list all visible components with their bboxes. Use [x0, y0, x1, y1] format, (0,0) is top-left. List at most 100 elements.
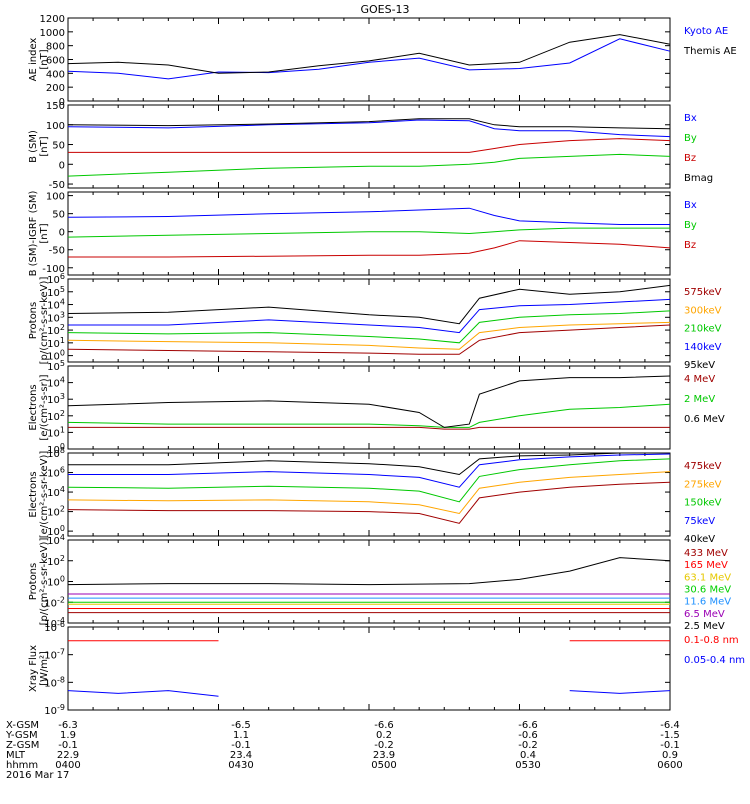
series-line	[67, 119, 671, 138]
panel-6: 108 106 104 102 100Electrons[e/(cm²-s-sr-keV…	[28, 446, 722, 545]
series-line	[68, 138, 671, 153]
footer-value: 23.4	[230, 750, 252, 761]
footer-row-label: Z-GSM	[6, 740, 39, 751]
y-tick-label: 104	[47, 298, 65, 312]
y-tick-label: 100	[46, 192, 65, 203]
y-axis-label: Electrons[e/(cm²-s-sr)]	[28, 374, 50, 440]
y-tick-label: 800	[46, 42, 65, 53]
legend-entry: 140keV	[684, 342, 722, 353]
footer-value: -6.3	[58, 720, 78, 731]
footer-value: 1.9	[60, 730, 76, 741]
y-tick-label: 100	[47, 349, 65, 363]
y-tick-label: 10-7	[44, 648, 65, 662]
series-line	[67, 458, 671, 503]
y-tick-label: 108	[47, 446, 65, 460]
y-tick-label: 400	[46, 69, 65, 80]
y-tick-label: 10-2	[44, 595, 65, 609]
legend-entry: 95keV	[684, 360, 715, 371]
panel-frame	[67, 191, 671, 276]
y-axis-label: AE index[nT]	[28, 38, 50, 82]
y-tick-label: 104	[47, 376, 65, 390]
y-tick-label: 0	[59, 228, 65, 239]
y-tick-label: 100	[46, 121, 65, 132]
legend-entry: 150keV	[684, 498, 722, 509]
legend-entry: 75keV	[684, 516, 715, 527]
series-line	[67, 403, 671, 428]
footer-value: -6.5	[231, 720, 251, 731]
legend-entry: 4 MeV	[684, 374, 715, 385]
y-tick-label: 10-4	[44, 616, 65, 630]
footer-value: -0.1	[660, 740, 680, 751]
legend-entry: 63.1 MeV	[684, 572, 731, 583]
y-axis-label: Protons[p/(cm²-s-sr-keV)]	[28, 538, 50, 626]
series-line	[67, 471, 671, 515]
series-line	[67, 118, 671, 130]
legend-entry: Bx	[684, 200, 697, 211]
footer-value: 0400	[55, 760, 80, 771]
footer-value: 0.2	[376, 730, 392, 741]
panel-8: 10-6 10-7 10-8 10-9 Xray Flux[W/m²] 0.1-0.8 n…	[28, 620, 745, 717]
y-axis-label: B (SM)[nT]	[28, 130, 50, 163]
series-line	[67, 153, 671, 177]
chart-title: GOES-13	[360, 3, 409, 16]
panel-frame	[67, 365, 671, 450]
series-line	[67, 207, 670, 225]
series-line	[67, 321, 671, 350]
y-tick-label: 100	[47, 442, 65, 456]
y-tick-label: -50	[49, 180, 65, 191]
series-line	[67, 324, 671, 355]
series-line	[68, 298, 671, 334]
footer-value: 22.9	[57, 750, 79, 761]
footer-value: -0.6	[518, 730, 538, 741]
series-line	[67, 227, 670, 238]
series-line	[67, 38, 671, 80]
y-tick-label: -100	[42, 264, 65, 275]
footer-row-label: hhmm	[6, 760, 38, 771]
legend-entry: 6.5 MeV	[684, 609, 725, 620]
y-tick-label: 600	[46, 56, 65, 67]
series-line	[67, 375, 671, 428]
panel-5: 105 104 103 102 101 100 Electrons[e/(cm²-s-sr)…	[28, 359, 725, 456]
footer-value: 23.9	[373, 750, 395, 761]
y-tick-label: 150	[46, 101, 65, 112]
legend-entry: 165 MeV	[684, 560, 728, 571]
y-tick-label: 103	[47, 392, 65, 406]
legend-entry: Bz	[684, 240, 696, 251]
panel-4: 106105104103102101100Protons[p/(cm²-s-sr…	[28, 272, 722, 371]
footer-row-label: MLT	[6, 750, 26, 761]
panel-frame	[67, 626, 671, 711]
footer-value: -0.1	[58, 740, 78, 751]
y-tick-label: 102	[47, 409, 65, 423]
y-tick-label: 101	[47, 425, 65, 439]
legend-entry: 40keV	[684, 534, 715, 545]
panel-frame	[67, 278, 671, 363]
y-tick-label: 10-6	[44, 620, 65, 634]
y-tick-label: 106	[47, 272, 65, 286]
legend-entry: 575keV	[684, 287, 722, 298]
legend-entry: 275keV	[684, 479, 722, 490]
y-tick-label: 50	[52, 141, 65, 152]
footer-row-label: X-GSM	[6, 720, 39, 731]
panel-1: 1200 1000 800 600 400 200 0 AE index[nT] Kyoto A…	[28, 14, 737, 108]
y-tick-label: 103	[47, 310, 65, 324]
series-line	[67, 310, 671, 344]
panel-frame	[67, 539, 671, 624]
footer-value: -6.6	[518, 720, 538, 731]
legend-entry: Bx	[684, 113, 697, 124]
y-tick-label: 10-8	[44, 675, 65, 689]
panel-frame	[67, 452, 671, 537]
y-tick-label: 105	[47, 285, 65, 299]
panel-7: 104 102 100 10-2 10-4Protons[p/(cm²-s-sr-keV…	[28, 533, 731, 632]
series-line	[67, 34, 671, 74]
y-tick-label: 100	[47, 575, 65, 589]
footer-value: 0.9	[662, 750, 678, 761]
series-line	[67, 690, 671, 697]
footer-value: -1.5	[660, 730, 680, 741]
y-tick-label: 105	[47, 359, 65, 373]
legend-entry: 2.5 MeV	[684, 621, 725, 632]
legend-entry: Themis AE	[683, 46, 737, 57]
legend-entry: 0.6 MeV	[684, 414, 725, 425]
series-line	[68, 452, 670, 476]
